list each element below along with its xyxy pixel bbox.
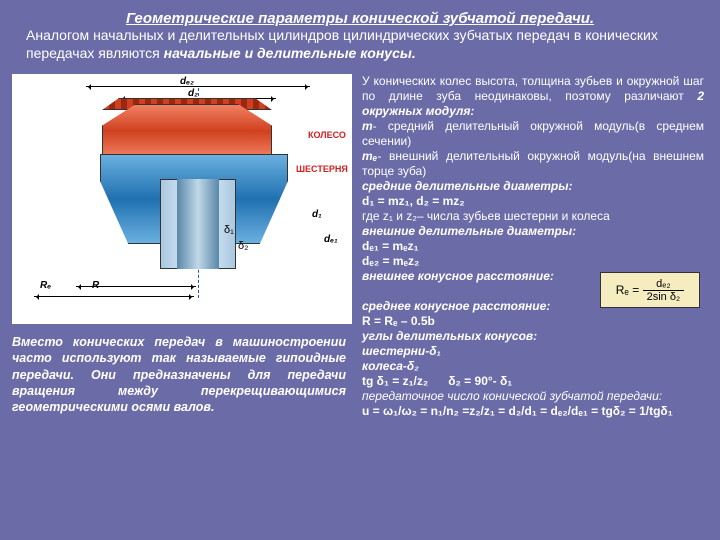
vdd: внешние делительные диаметры:	[362, 224, 576, 238]
dim-d1: d₁	[312, 209, 322, 220]
p1: У конических колес высота, толщина зубье…	[362, 74, 704, 103]
intro-bold: начальные и делительные конусы.	[164, 45, 416, 61]
dim-de2-arrow	[86, 86, 310, 87]
angle-d1: δ₁	[224, 224, 234, 236]
m-sym: m	[362, 119, 373, 133]
p3: - внешний делительный окружной модуль(на…	[362, 149, 704, 178]
right-column: У конических колес высота, толщина зубье…	[362, 74, 704, 419]
formula-box: Rₑ = dₑ₂ 2sin δ₂	[600, 272, 700, 308]
sdd: средние делительные диаметры:	[362, 179, 573, 193]
ko: колеса-δ₂	[362, 359, 419, 373]
formula-lhs: Rₑ =	[616, 283, 639, 297]
f5a: tg δ₁ = z₁/z₂	[362, 374, 428, 388]
gear-diagram: dₑ₂ d₂ КОЛЕСО ШЕСТЕРНЯ d₁ dₑ₁ Rₑ R δ₁ δ₂	[12, 74, 352, 324]
formula-den: 2sin δ₂	[643, 291, 685, 303]
sh: шестерни-δ₁	[362, 344, 441, 358]
dim-de2: dₑ₂	[180, 76, 194, 87]
f2: dₑ₁ = mₑz₁	[362, 239, 419, 253]
page-title: Геометрические параметры конической зубч…	[20, 10, 700, 27]
pch: передаточное число конической зубчатой п…	[362, 389, 662, 403]
intro-text: Аналогом начальных и делительных цилиндр…	[20, 27, 700, 62]
header: Геометрические параметры конической зубч…	[0, 0, 720, 68]
angle-d2: δ₂	[238, 240, 248, 252]
dim-Re: Rₑ	[40, 280, 51, 291]
formula-num: dₑ₂	[643, 278, 685, 291]
f4: R = Rₑ – 0.5b	[362, 314, 435, 328]
formula-frac: dₑ₂ 2sin δ₂	[643, 278, 685, 303]
me-sym: mₑ	[362, 149, 377, 163]
shaft-bore	[177, 179, 219, 269]
columns: dₑ₂ d₂ КОЛЕСО ШЕСТЕРНЯ d₁ dₑ₁ Rₑ R δ₁ δ₂…	[0, 68, 720, 419]
dim-d2: d₂	[188, 88, 198, 99]
wheel-gear	[102, 104, 272, 158]
wheel-label: КОЛЕСО	[308, 130, 346, 140]
udk: углы делительных конусов:	[362, 329, 537, 343]
f6: u = ω₁/ω₂ = n₁/n₂ =z₂/z₁ = d₂/d₁ = dₑ₂/d…	[362, 404, 673, 418]
dim-Re-arrow	[34, 296, 194, 297]
p2: - средний делительный окружной модуль(в …	[362, 119, 704, 148]
diagram-caption: Вместо конических передач в машиностроен…	[12, 334, 352, 415]
z-line: где z₁ и z₂– числа зубьев шестерни и кол…	[362, 209, 610, 223]
f5b: δ₂ = 90°- δ₁	[448, 374, 512, 388]
f1: d₁ = mz₁, d₂ = mz₂	[362, 194, 465, 208]
f3: dₑ₂ = mₑz₂	[362, 254, 419, 268]
vkr: внешнее конусное расстояние:	[362, 269, 554, 283]
left-column: dₑ₂ d₂ КОЛЕСО ШЕСТЕРНЯ d₁ dₑ₁ Rₑ R δ₁ δ₂…	[12, 74, 352, 419]
dim-de1: dₑ₁	[324, 234, 338, 245]
skr: среднее конусное расстояние:	[362, 299, 550, 313]
pinion-label: ШЕСТЕРНЯ	[296, 164, 348, 174]
dim-R-arrow	[76, 286, 196, 287]
